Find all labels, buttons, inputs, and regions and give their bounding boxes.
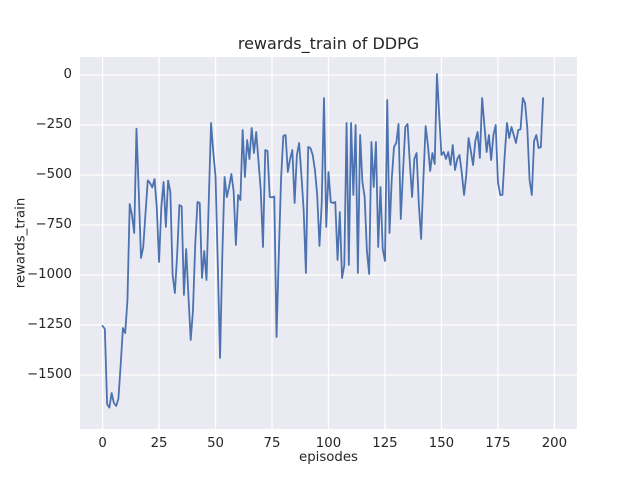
series-line-rewards-train — [101, 73, 545, 409]
x-tick-label: 50 — [207, 436, 224, 451]
x-tick-label: 125 — [372, 436, 398, 451]
y-tick-label: 0 — [63, 67, 72, 82]
x-tick-label: 175 — [485, 436, 511, 451]
x-tick-label: 0 — [98, 436, 107, 451]
x-tick-label: 150 — [428, 436, 455, 451]
chart-title: rewards_train of DDPG — [237, 34, 420, 53]
x-axis-label: episodes — [299, 450, 358, 465]
x-tick-label: 75 — [263, 436, 281, 451]
x-tick-label: 100 — [315, 436, 342, 451]
y-tick-label: −750 — [35, 217, 72, 232]
y-tick-label: −1000 — [27, 267, 72, 282]
x-tick-label: 200 — [541, 436, 568, 451]
y-tick-label: −1500 — [27, 367, 72, 382]
x-tick-label: 25 — [150, 436, 168, 451]
y-tick-label: −1250 — [27, 317, 72, 332]
y-tick-label: −250 — [35, 117, 72, 132]
y-tick-label: −500 — [35, 167, 72, 182]
